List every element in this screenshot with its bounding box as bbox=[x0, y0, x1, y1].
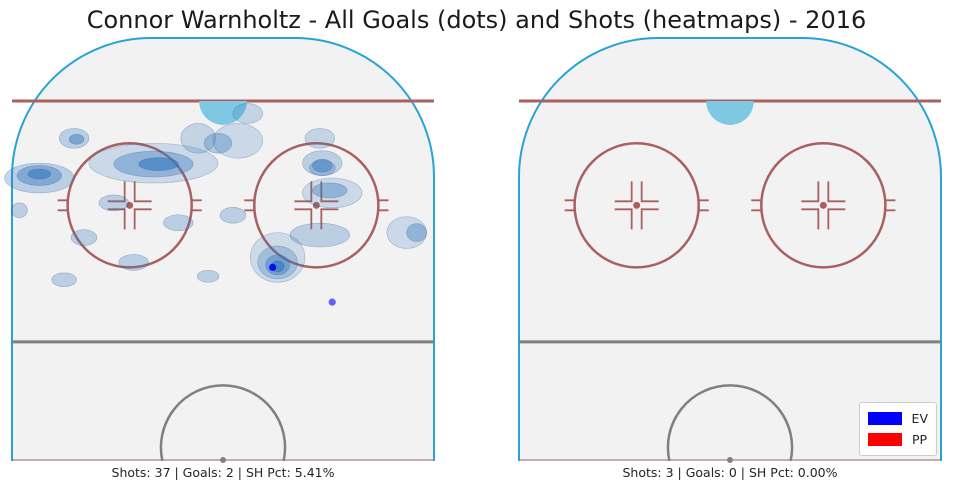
shot-density-contour bbox=[138, 157, 179, 171]
rink-base bbox=[518, 37, 942, 463]
shot-density-contour bbox=[406, 223, 427, 242]
goal-points bbox=[269, 263, 336, 306]
shot-density-contour bbox=[212, 123, 264, 159]
shot-heatmap bbox=[4, 103, 427, 288]
shot-density-contour bbox=[51, 272, 77, 288]
shot-density-contour bbox=[302, 177, 363, 209]
shot-density-contour bbox=[203, 133, 233, 154]
panel-caption-left: Shots: 37 | Goals: 2 | SH Pct: 5.41% bbox=[111, 465, 335, 480]
shot-density-contour bbox=[312, 182, 348, 199]
center-faceoff-dot bbox=[727, 457, 733, 463]
shot-density-contour bbox=[304, 128, 336, 149]
shot-density-contour bbox=[250, 232, 306, 283]
legend-swatch-pp bbox=[868, 433, 902, 446]
legend-item-pp: PP bbox=[868, 429, 928, 450]
faceoff-circle-right bbox=[253, 142, 380, 269]
goal-point bbox=[269, 263, 277, 271]
rink-panel-right bbox=[518, 37, 942, 463]
legend-label-pp: PP bbox=[912, 432, 928, 447]
shot-density-contour bbox=[386, 216, 427, 249]
shot-density-contour bbox=[219, 207, 247, 224]
faceoff-dot-right bbox=[312, 201, 320, 209]
faceoff-circle-left bbox=[66, 142, 193, 269]
shot-density-contour bbox=[70, 229, 98, 246]
goal-point bbox=[328, 298, 336, 306]
goal-crease bbox=[706, 101, 754, 125]
chart-title: Connor Warnholtz - All Goals (dots) and … bbox=[86, 6, 867, 34]
shot-density-contour bbox=[196, 270, 220, 283]
shot-density-contour bbox=[27, 168, 52, 180]
faceoff-hashmarks-right bbox=[751, 181, 896, 230]
center-faceoff-dot bbox=[220, 457, 226, 463]
faceoff-dot-left bbox=[633, 201, 641, 209]
shot-density-contour bbox=[118, 254, 149, 271]
shot-density-contour bbox=[163, 214, 194, 231]
faceoff-circle-left bbox=[573, 142, 700, 269]
center-faceoff-arc bbox=[666, 384, 794, 462]
legend: EV PP bbox=[859, 402, 937, 456]
rink-base bbox=[11, 37, 435, 463]
panel-caption-right: Shots: 3 | Goals: 0 | SH Pct: 0.00% bbox=[622, 465, 838, 480]
center-faceoff-arc bbox=[159, 384, 287, 462]
legend-label-ev: EV bbox=[911, 411, 928, 426]
faceoff-dot-left bbox=[126, 201, 134, 209]
shot-density-contour bbox=[98, 194, 129, 212]
rink-boards bbox=[11, 37, 435, 461]
faceoff-hashmarks-left bbox=[564, 181, 709, 230]
faceoff-hashmarks-right bbox=[244, 181, 389, 230]
shot-density-contour bbox=[289, 222, 350, 248]
goal-crease bbox=[199, 101, 247, 125]
rink-boards bbox=[518, 37, 942, 461]
shot-density-contour bbox=[312, 158, 333, 173]
faceoff-hashmarks-left bbox=[57, 181, 202, 230]
faceoff-circle-right bbox=[760, 142, 887, 269]
faceoff-dot-right bbox=[819, 201, 827, 209]
legend-swatch-ev bbox=[868, 412, 902, 425]
shot-density-contour bbox=[11, 202, 28, 219]
shot-density-contour bbox=[232, 103, 264, 124]
shot-density-contour bbox=[180, 123, 216, 154]
rink-panel-left bbox=[4, 37, 435, 463]
shot-density-contour bbox=[309, 160, 336, 176]
shot-density-contour bbox=[68, 134, 85, 145]
legend-item-ev: EV bbox=[868, 408, 928, 429]
